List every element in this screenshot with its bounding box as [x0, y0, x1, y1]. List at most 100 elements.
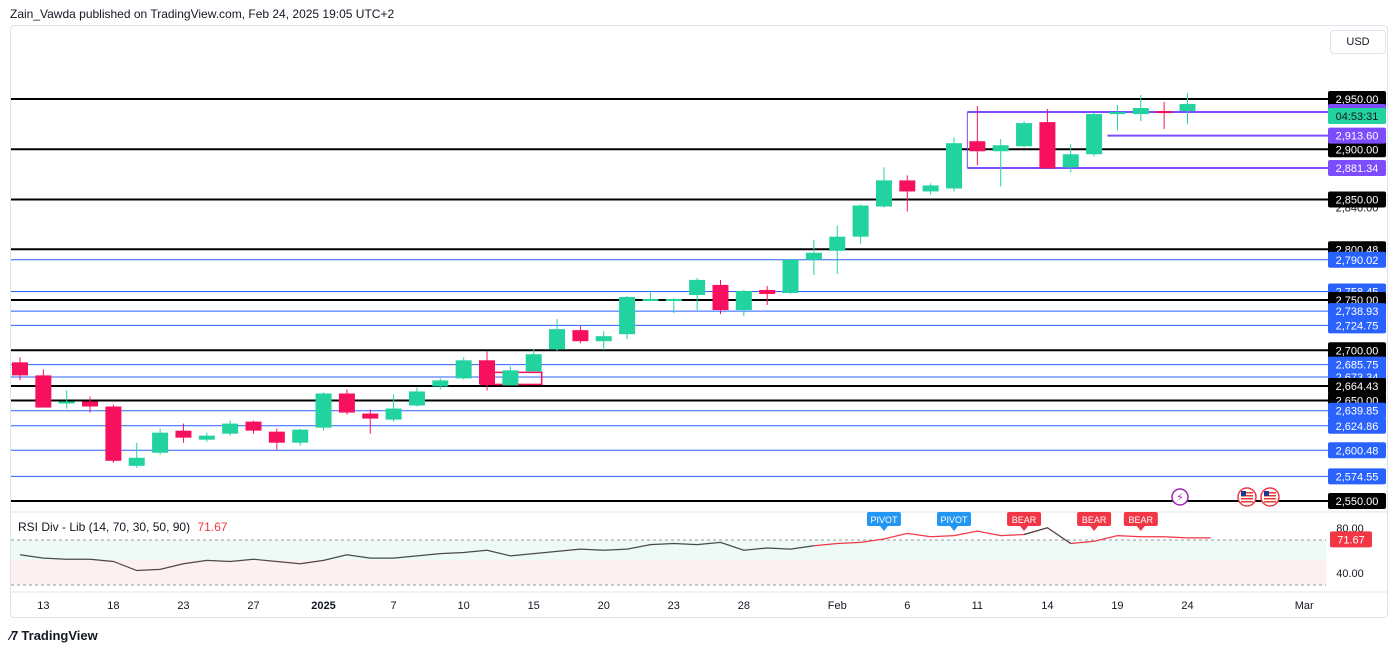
flag-stripe — [1241, 498, 1253, 500]
candle — [315, 392, 332, 431]
candle-body — [152, 432, 169, 453]
candle-body — [175, 430, 192, 438]
candle-body — [338, 393, 355, 413]
candle-body — [1156, 111, 1173, 114]
candle — [222, 420, 239, 436]
signal-label: BEAR — [1129, 515, 1154, 525]
publisher-header: Zain_Vawda published on TradingView.com,… — [10, 7, 395, 21]
price-label-blue: 2,738.93 — [1328, 303, 1386, 320]
price-label-blue-bg — [1328, 402, 1386, 419]
candle-body — [198, 435, 215, 440]
flag-ring — [1237, 487, 1257, 507]
price-label-range: 2,881.34 — [1328, 160, 1386, 177]
price-label-range-text: 2,913.60 — [1336, 131, 1379, 143]
flag-canton — [1241, 491, 1246, 496]
candle-body — [479, 360, 495, 385]
candle-body — [782, 259, 799, 293]
price-label-black-text: 2,800.48 — [1336, 244, 1379, 256]
price-label-black-text: 2,950.00 — [1336, 94, 1379, 106]
price-label-blue-text: 2,624.86 — [1336, 421, 1379, 433]
rsi-signal-bear: BEAR — [1007, 512, 1042, 531]
candle-body — [899, 180, 916, 192]
rsi-legend-value: 71.67 — [197, 520, 228, 534]
time-label: 2025 — [311, 600, 335, 612]
candle-body — [665, 298, 682, 301]
price-label-range-text: 2,881.34 — [1336, 163, 1379, 175]
time-label: Mar — [1295, 600, 1314, 612]
lightning-circle — [1171, 488, 1189, 506]
price-label-black-bg — [1328, 493, 1386, 509]
candle-body — [619, 296, 636, 335]
price-label-blue-text: 2,738.93 — [1336, 306, 1379, 318]
candle — [992, 139, 1009, 187]
signal-bg — [937, 512, 971, 526]
price-label-blue-bg — [1328, 468, 1386, 485]
candle — [829, 225, 846, 274]
candle — [642, 290, 659, 302]
time-label: 20 — [598, 600, 610, 612]
price-label-black: 2,850.00 — [1328, 191, 1386, 208]
candle-body — [128, 457, 145, 466]
signal-bg — [1123, 512, 1158, 526]
candle — [105, 404, 122, 463]
price-label-range-bg — [1328, 127, 1386, 144]
candle-body — [852, 205, 869, 237]
price-label-blue-bg — [1328, 417, 1386, 434]
rsi-axis-40: 40.00 — [1336, 568, 1364, 580]
candle-body — [455, 360, 472, 379]
price-label-blue: 2,600.48 — [1328, 442, 1386, 459]
flag-stripe — [1241, 492, 1253, 494]
price-label-black-bg — [1328, 377, 1386, 394]
candle-body — [642, 298, 659, 301]
price-label-blue: 2,639.85 — [1328, 402, 1386, 419]
time-label: 24 — [1181, 600, 1193, 612]
price-label-range-bg — [1328, 160, 1386, 177]
candle-body — [105, 406, 122, 461]
countdown-label: 04:53:31 — [1328, 108, 1386, 124]
currency-button[interactable]: USD — [1330, 30, 1386, 54]
candle-body — [969, 141, 986, 152]
signal-pointer — [950, 526, 958, 531]
lightning-glyph: ⚡ — [1176, 491, 1184, 504]
price-label-black-text: 2,550.00 — [1336, 496, 1379, 508]
price-label-blue: 2,790.02 — [1328, 251, 1386, 268]
candle-body — [268, 431, 285, 443]
candle-body — [385, 408, 402, 420]
signal-pointer — [1136, 526, 1145, 531]
candle-body — [1109, 112, 1126, 115]
time-label: Feb — [828, 600, 847, 612]
flag-stripe — [1241, 501, 1253, 503]
flag-canton — [1264, 491, 1269, 496]
candle — [549, 319, 566, 352]
candle-body — [829, 236, 846, 251]
tradingview-footer[interactable]: ⁄7 TradingView — [10, 628, 98, 643]
candle-body — [82, 401, 99, 407]
candle — [946, 137, 962, 192]
rsi-line-overbought — [813, 527, 1211, 547]
price-label-black-bg — [1328, 91, 1386, 107]
candle-body — [1062, 154, 1079, 168]
candle — [1156, 102, 1173, 130]
signal-label: BEAR — [1082, 515, 1107, 525]
candle — [525, 349, 542, 372]
candle-body — [992, 145, 1009, 152]
candle — [922, 183, 939, 195]
candle-body — [1086, 114, 1103, 155]
candle — [572, 326, 589, 344]
candle — [899, 175, 916, 212]
price-label-blue-bg — [1328, 303, 1386, 320]
signal-label: PIVOT — [870, 515, 898, 525]
candle — [969, 106, 986, 166]
time-label: 11 — [972, 600, 983, 612]
us-flag-icon — [1237, 487, 1257, 507]
candle — [432, 378, 449, 390]
price-label-range: 2,913.60 — [1328, 127, 1386, 144]
price-label-black-bg — [1328, 191, 1386, 208]
time-label: 13 — [37, 600, 49, 612]
candle — [198, 432, 215, 442]
candle — [665, 297, 682, 314]
time-label: 23 — [177, 600, 189, 612]
countdown-label-text: 04:53:31 — [1336, 111, 1379, 123]
rsi-value-bg — [1330, 531, 1372, 548]
